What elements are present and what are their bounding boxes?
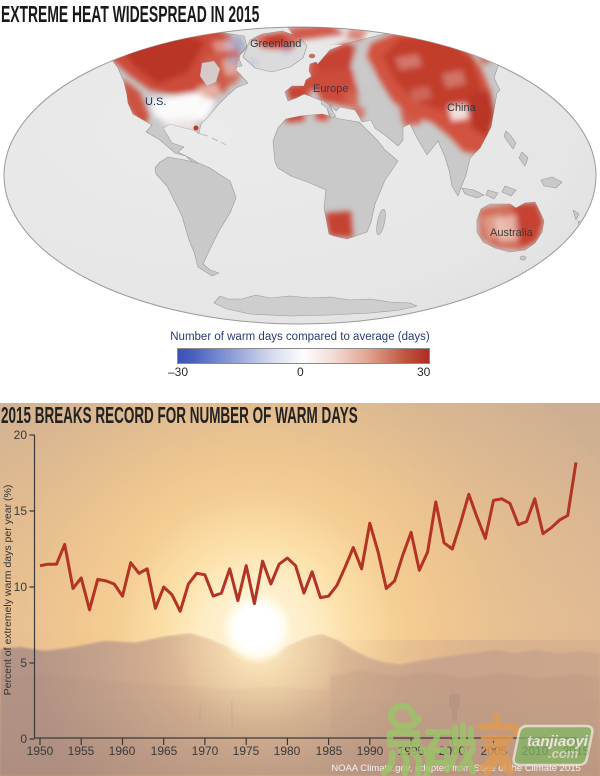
svg-text:Percent of extremely warm days: Percent of extremely warm days per year … bbox=[2, 485, 14, 696]
svg-text:Europe: Europe bbox=[313, 83, 348, 95]
svg-text:China: China bbox=[447, 102, 477, 114]
svg-text:1990: 1990 bbox=[357, 744, 384, 758]
svg-text:10: 10 bbox=[14, 580, 28, 594]
svg-text:1960: 1960 bbox=[109, 744, 136, 758]
svg-text:NOAA Climate.gov, adapted from: NOAA Climate.gov, adapted from State of … bbox=[331, 763, 581, 774]
svg-text:U.S.: U.S. bbox=[145, 96, 166, 108]
svg-text:0: 0 bbox=[20, 732, 27, 746]
svg-text:Australia: Australia bbox=[490, 227, 534, 239]
svg-text:.com: .com bbox=[548, 746, 579, 761]
svg-text:Greenland: Greenland bbox=[250, 38, 301, 50]
svg-text:1970: 1970 bbox=[192, 744, 219, 758]
svg-text:1975: 1975 bbox=[233, 744, 260, 758]
svg-text:1980: 1980 bbox=[274, 744, 301, 758]
svg-text:5: 5 bbox=[20, 656, 27, 670]
svg-text:tanjiaoyi: tanjiaoyi bbox=[527, 733, 589, 750]
svg-text:20: 20 bbox=[14, 428, 28, 442]
svg-text:1985: 1985 bbox=[316, 744, 343, 758]
svg-text:1950: 1950 bbox=[27, 744, 54, 758]
svg-text:1955: 1955 bbox=[68, 744, 95, 758]
svg-text:15: 15 bbox=[14, 504, 28, 518]
svg-text:1965: 1965 bbox=[151, 744, 178, 758]
